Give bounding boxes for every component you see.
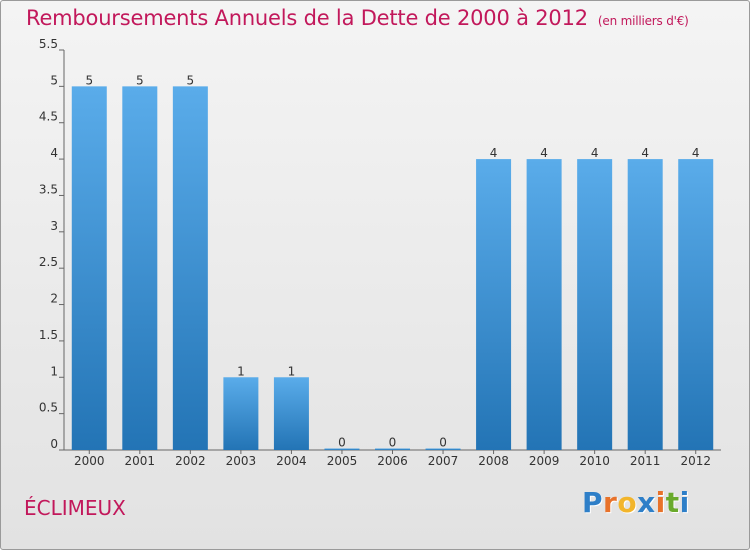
bar-value-label: 5 xyxy=(85,73,93,87)
chart-title: Remboursements Annuels de la Dette de 20… xyxy=(26,6,689,30)
bar-value-label: 0 xyxy=(338,436,346,450)
bar xyxy=(273,377,309,450)
bar-value-label: 1 xyxy=(288,364,296,378)
y-tick-label: 4 xyxy=(50,146,58,160)
bar-value-label: 4 xyxy=(692,146,700,160)
place-name: ÉCLIMEUX xyxy=(24,496,126,520)
y-tick-label: 1.5 xyxy=(39,328,58,342)
bar-value-label: 4 xyxy=(641,146,649,160)
bar-value-label: 4 xyxy=(540,146,548,160)
x-tick-label: 2010 xyxy=(579,454,610,468)
x-tick-label: 2004 xyxy=(276,454,307,468)
bar xyxy=(71,86,107,450)
logo-letter: P xyxy=(582,486,604,519)
chart-title-text: Remboursements Annuels de la Dette de 20… xyxy=(26,6,588,30)
bar-value-label: 5 xyxy=(187,73,195,87)
y-tick-label: 0 xyxy=(50,437,58,451)
logo-letter: i xyxy=(679,486,690,519)
x-tick-label: 2012 xyxy=(680,454,711,468)
proxiti-logo: Proxiti xyxy=(582,486,690,519)
x-tick-label: 2006 xyxy=(377,454,408,468)
bar xyxy=(476,159,512,450)
y-tick-label: 1 xyxy=(50,364,58,378)
bar xyxy=(324,448,360,450)
bar xyxy=(122,86,158,450)
x-tick-label: 2008 xyxy=(478,454,509,468)
bar xyxy=(577,159,613,450)
chart-subtitle: (en milliers d'€) xyxy=(597,14,689,28)
bar-value-label: 0 xyxy=(389,436,397,450)
y-tick-label: 3.5 xyxy=(39,182,58,196)
y-tick-label: 5 xyxy=(50,73,58,87)
x-tick-label: 2005 xyxy=(327,454,358,468)
x-tick-label: 2000 xyxy=(74,454,105,468)
bar-value-label: 5 xyxy=(136,73,144,87)
bar-value-label: 4 xyxy=(591,146,599,160)
x-tick-label: 2003 xyxy=(226,454,257,468)
x-tick-label: 2002 xyxy=(175,454,206,468)
logo-letter: r xyxy=(603,486,618,519)
y-tick-label: 0.5 xyxy=(39,401,58,415)
y-tick-label: 2.5 xyxy=(39,255,58,269)
x-tick-label: 2007 xyxy=(428,454,459,468)
bar xyxy=(627,159,663,450)
bar xyxy=(526,159,562,450)
bar xyxy=(223,377,259,450)
x-tick-label: 2001 xyxy=(125,454,156,468)
bar xyxy=(678,159,714,450)
logo-letter: i xyxy=(655,486,666,519)
y-tick-label: 2 xyxy=(50,292,58,306)
bar-value-label: 0 xyxy=(439,436,447,450)
x-tick-label: 2009 xyxy=(529,454,560,468)
logo-letter: x xyxy=(637,486,656,519)
bar-value-label: 1 xyxy=(237,364,245,378)
logo-letter: o xyxy=(617,486,638,519)
y-tick-label: 4.5 xyxy=(39,110,58,124)
bar xyxy=(172,86,208,450)
bar xyxy=(375,448,410,450)
bars-group: 5 5 5 1 1 0 0 0 4 4 4 4 4 xyxy=(71,73,714,450)
bar xyxy=(425,448,461,450)
x-tick-label: 2011 xyxy=(630,454,661,468)
bar-value-label: 4 xyxy=(490,146,498,160)
y-tick-label: 5.5 xyxy=(39,37,58,51)
logo-letter: t xyxy=(665,486,680,519)
y-tick-label: 3 xyxy=(50,219,58,233)
